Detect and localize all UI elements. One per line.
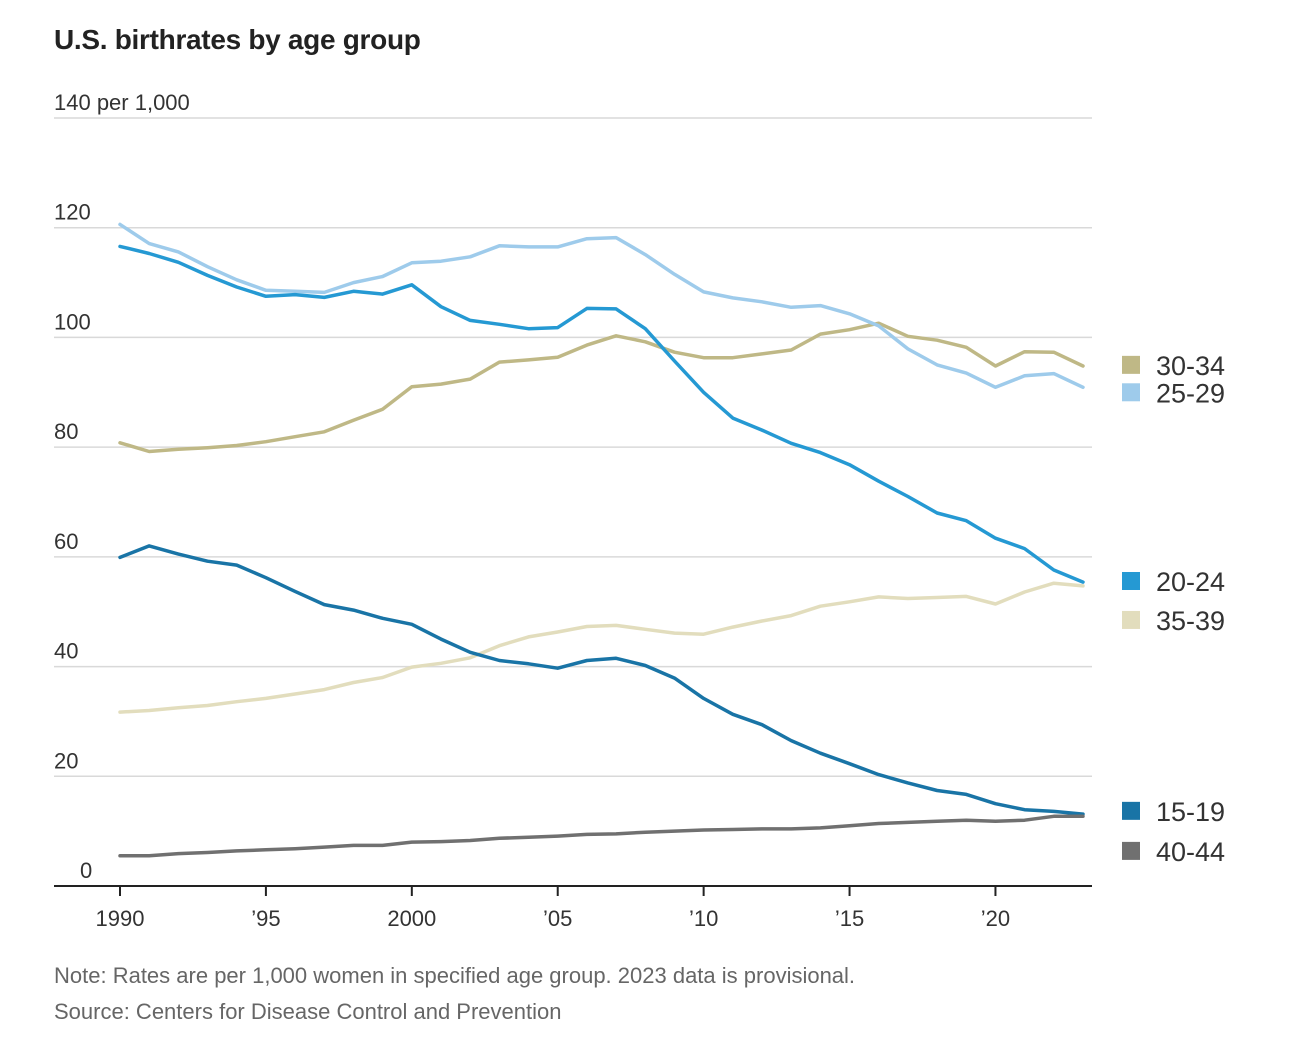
series-line-25-29 <box>118 222 1085 390</box>
legend-label-15-19: 15-19 <box>1156 797 1225 827</box>
x-tick-label-2015: ’15 <box>835 906 864 931</box>
x-tick-label-2020: ’20 <box>981 906 1010 931</box>
y-tick-label-40: 40 <box>54 639 78 664</box>
legend-swatch-35-39 <box>1122 610 1140 629</box>
legend-swatch-40-44 <box>1122 841 1140 860</box>
x-tick-label-1990: 1990 <box>96 906 145 931</box>
y-tick-label-80: 80 <box>54 419 78 444</box>
x-tick-label-1995: ’95 <box>251 906 280 931</box>
y-tick-label-100: 100 <box>54 309 91 334</box>
legend-swatch-20-24 <box>1122 571 1140 590</box>
series-line-15-19 <box>118 544 1085 816</box>
legend-label-20-24: 20-24 <box>1156 567 1225 597</box>
legend-label-35-39: 35-39 <box>1156 606 1225 636</box>
source-text: Source: Centers for Disease Control and … <box>54 999 562 1024</box>
y-tick-label-120: 120 <box>54 200 91 225</box>
series-lines <box>118 222 1085 858</box>
y-tick-label-60: 60 <box>54 529 78 554</box>
note-text: Note: Rates are per 1,000 women in speci… <box>54 963 856 988</box>
legend-swatch-25-29 <box>1122 383 1140 402</box>
series-line-35-39 <box>118 581 1085 714</box>
x-axis: 1990 ’95 2000 ’05 ’10 ’15 ’20 <box>54 885 1092 931</box>
legend-label-25-29: 25-29 <box>1156 378 1225 408</box>
footnote: Note: Rates are per 1,000 women in speci… <box>54 958 855 1030</box>
x-tick-label-2000: 2000 <box>387 906 436 931</box>
y-tick-label-0: 0 <box>80 858 92 883</box>
chart-title: U.S. birthrates by age group <box>54 24 421 55</box>
series-line-30-34 <box>118 321 1085 454</box>
legend-swatch-30-34 <box>1122 355 1140 374</box>
legend-swatch-15-19 <box>1122 801 1140 820</box>
legend-label-30-34: 30-34 <box>1156 351 1225 381</box>
series-line-20-24 <box>118 244 1085 584</box>
x-tick-label-2005: ’05 <box>543 906 572 931</box>
y-tick-label-20: 20 <box>54 748 78 773</box>
series-line-40-44 <box>118 814 1085 858</box>
legend-label-40-44: 40-44 <box>1156 837 1225 867</box>
y-axis: 0 20 40 60 80 100 120 140 per 1,000 <box>54 90 190 883</box>
x-tick-label-2010: ’10 <box>689 906 718 931</box>
y-tick-label-140: 140 per 1,000 <box>54 90 190 115</box>
